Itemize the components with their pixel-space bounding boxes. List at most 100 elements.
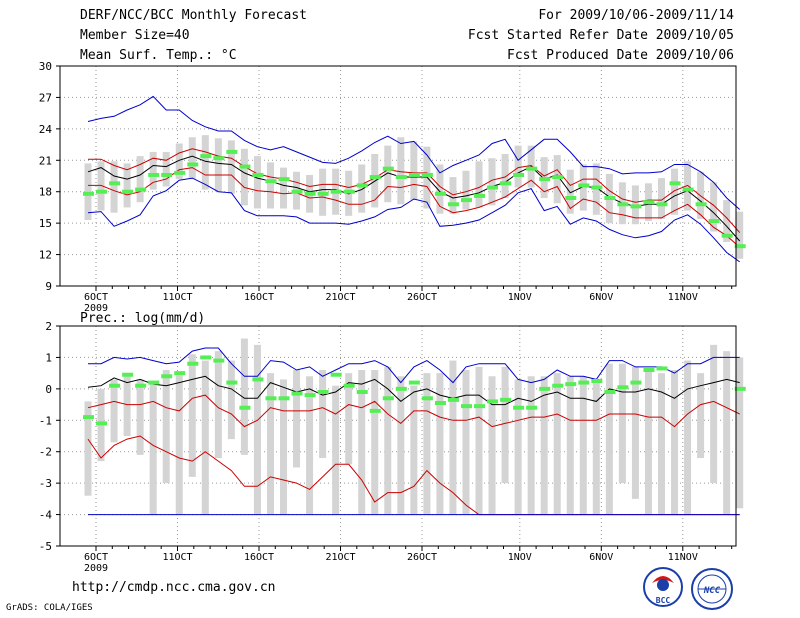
- y-tick-label: 27: [39, 91, 52, 104]
- spread-box: [710, 182, 718, 232]
- spread-box: [149, 382, 157, 515]
- median-marker: [487, 185, 499, 190]
- started-date: Fcst Started Refer Date 2009/10/05: [467, 28, 734, 43]
- x-tick-label: 16OCT: [244, 292, 274, 303]
- spread-box: [462, 170, 470, 210]
- spread-box: [644, 370, 652, 515]
- x-tick-label: 1NOV: [508, 552, 532, 563]
- spread-box: [501, 366, 509, 484]
- median-marker: [513, 172, 525, 177]
- spread-box: [488, 376, 496, 515]
- spread-box: [123, 163, 131, 208]
- spread-box: [110, 161, 118, 213]
- spread-box: [188, 354, 196, 477]
- spread-box: [657, 373, 665, 515]
- plot-frame: [59, 325, 737, 547]
- spread-box: [723, 351, 731, 515]
- ncc-logo-icon: NCC: [691, 568, 733, 610]
- spread-box: [410, 141, 418, 201]
- spread-box: [605, 363, 613, 515]
- median-marker: [278, 396, 290, 401]
- spread-box: [319, 370, 327, 458]
- bcc-logo-text: BCC: [656, 596, 671, 605]
- y-tick-label: 15: [39, 217, 52, 230]
- spread-box: [475, 161, 483, 208]
- precip-panel-title: Prec.: log(mm/d): [80, 311, 205, 326]
- median-marker: [474, 404, 486, 409]
- median-marker: [500, 397, 512, 402]
- spread-box: [84, 401, 92, 496]
- median-marker: [200, 355, 212, 360]
- spread-box: [136, 379, 144, 455]
- median-marker: [552, 383, 564, 388]
- x-tick-label: 11NOV: [668, 552, 698, 563]
- spread-box: [501, 154, 509, 198]
- median-marker: [291, 391, 303, 396]
- x-tick-label: 11OCT: [162, 292, 192, 303]
- median-marker: [734, 244, 746, 249]
- spread-box: [149, 151, 157, 190]
- median-marker: [317, 390, 329, 394]
- median-marker: [408, 380, 420, 385]
- spread-box: [253, 344, 261, 515]
- spread-box: [384, 366, 392, 515]
- median-marker: [252, 172, 264, 177]
- spread-box: [266, 162, 274, 209]
- spread-box: [579, 164, 587, 211]
- median-marker: [526, 166, 538, 171]
- median-marker: [708, 219, 720, 224]
- median-marker: [317, 191, 329, 196]
- median-marker: [630, 204, 642, 209]
- median-marker: [591, 379, 603, 383]
- spread-box: [579, 376, 587, 515]
- median-marker: [604, 390, 616, 394]
- spread-box: [162, 151, 170, 187]
- median-marker: [539, 177, 551, 182]
- median-marker: [565, 382, 577, 387]
- spread-box: [240, 338, 248, 455]
- median-marker: [343, 189, 355, 194]
- median-marker: [617, 385, 629, 390]
- median-marker: [148, 380, 160, 385]
- spread-box: [514, 379, 522, 515]
- spread-box: [723, 200, 731, 242]
- median-marker: [291, 189, 303, 194]
- x-tick-label: 26OCT: [407, 552, 437, 563]
- footer-url[interactable]: http://cmdp.ncc.cma.gov.cn: [72, 580, 276, 595]
- spread-box: [110, 379, 118, 443]
- y-tick-label: 18: [39, 186, 52, 199]
- median-marker: [122, 189, 134, 194]
- x-tick-label: 11NOV: [668, 292, 698, 303]
- x-tick-label: 21OCT: [325, 552, 355, 563]
- x-tick-label: 11OCT: [162, 552, 192, 563]
- series-line-min: [87, 177, 740, 263]
- median-marker: [83, 191, 94, 196]
- spread-box: [436, 164, 444, 214]
- y-tick-label: -4: [39, 509, 53, 522]
- produced-date: Fcst Produced Date 2009/10/06: [507, 48, 734, 63]
- series-line-mean: [87, 375, 740, 406]
- median-marker: [148, 172, 160, 177]
- spread-box: [293, 370, 301, 468]
- median-marker: [734, 386, 746, 391]
- spread-box: [736, 211, 744, 259]
- spread-box: [240, 148, 248, 206]
- spread-box: [306, 376, 314, 515]
- median-marker: [109, 383, 121, 388]
- median-marker: [187, 361, 199, 366]
- spread-box: [697, 373, 705, 458]
- median-marker: [526, 405, 538, 410]
- median-marker: [434, 401, 446, 405]
- median-marker: [474, 193, 486, 198]
- median-marker: [252, 377, 264, 382]
- spread-box: [358, 370, 366, 515]
- spread-box: [84, 163, 92, 220]
- median-marker: [447, 202, 459, 207]
- forecast-period: For 2009/10/06-2009/11/14: [538, 8, 734, 23]
- header-left: DERF/NCC/BCC Monthly Forecast Member Size…: [80, 6, 307, 66]
- median-marker: [656, 202, 668, 207]
- median-marker: [552, 175, 564, 180]
- grads-credit: GrADS: COLA/IGES: [6, 603, 93, 613]
- median-marker: [591, 185, 603, 190]
- median-marker: [226, 380, 238, 385]
